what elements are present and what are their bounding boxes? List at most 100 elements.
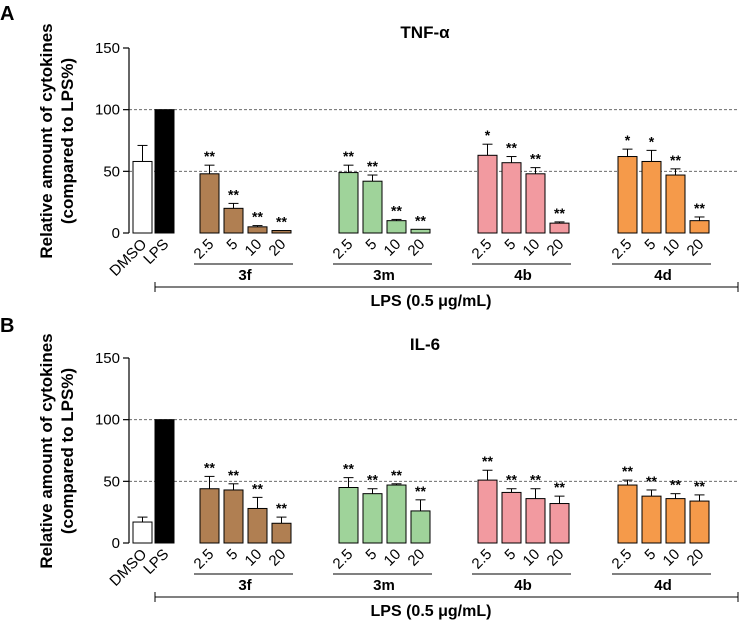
- bar-4b-10: [525, 498, 546, 544]
- x-tick-label-dose: 20: [266, 546, 290, 570]
- significance-marker: **: [415, 483, 426, 499]
- bar-3m-2.5: [338, 487, 359, 544]
- x-tick-label-dose: 20: [405, 546, 429, 570]
- significance-marker: **: [367, 472, 378, 488]
- chart-panel-A: A TNF-α Relative amount of cytokines (compa…: [0, 3, 739, 310]
- bar-dmso: [132, 521, 153, 544]
- x-tick-label-dose: 20: [684, 546, 708, 570]
- bar-3f-2.5: [199, 173, 220, 234]
- significance-marker: **: [694, 478, 705, 494]
- significance-marker: **: [482, 453, 493, 469]
- y-axis-label: Relative amount of cytokines (compared to…: [37, 23, 77, 258]
- panel-letter: B: [0, 315, 14, 337]
- significance-marker: **: [694, 200, 705, 216]
- x-tick-label-dose: 5: [362, 546, 380, 564]
- significance-marker: **: [530, 151, 541, 167]
- significance-marker: **: [622, 463, 633, 479]
- bar-3m-10: [386, 220, 407, 234]
- bar-4b-2.5: [477, 479, 498, 544]
- bar-4d-2.5: [617, 484, 638, 544]
- bar-4d-20: [689, 220, 710, 234]
- x-tick-label-dose: 5: [223, 236, 241, 254]
- bar-4d-5: [641, 495, 662, 544]
- bar-3f-20: [271, 522, 292, 544]
- significance-marker: **: [646, 473, 657, 489]
- bar-3m-5: [362, 493, 383, 544]
- y-axis-label-line2: (compared to LPS%): [58, 368, 77, 534]
- bar-4b-5: [501, 162, 522, 234]
- x-tick-label-dose: 5: [362, 236, 380, 254]
- bar-4d-10: [665, 174, 686, 234]
- significance-marker: **: [506, 140, 517, 156]
- x-tick-label-dose: 2.5: [191, 236, 218, 263]
- y-axis-label: Relative amount of cytokines (compared to…: [37, 333, 77, 568]
- bar-lps: [154, 109, 175, 234]
- x-tick-label-dose: 10: [381, 236, 405, 260]
- x-tick-label-dose: 5: [223, 546, 241, 564]
- bar-3f-5: [223, 207, 244, 234]
- bar-4d-5: [641, 160, 662, 234]
- panel-letter: A: [0, 3, 14, 25]
- x-tick-label-dose: 5: [641, 546, 659, 564]
- x-tick-label-dose: 2.5: [469, 546, 496, 573]
- bar-4b-2.5: [477, 154, 498, 234]
- significance-marker: *: [649, 133, 655, 149]
- x-tick-label-dose: 20: [684, 236, 708, 260]
- x-tick-label-dose: 10: [660, 236, 684, 260]
- group-label-3m: 3m: [373, 577, 395, 594]
- y-axis-label-line2: (compared to LPS%): [58, 58, 77, 224]
- x-tick-label-dose: 20: [405, 236, 429, 260]
- significance-marker: **: [670, 477, 681, 493]
- significance-marker: **: [204, 148, 215, 164]
- bar-dmso: [132, 160, 153, 234]
- significance-marker: **: [252, 209, 263, 225]
- bar-3f-5: [223, 489, 244, 544]
- bar-3f-2.5: [199, 488, 220, 544]
- bar-3f-20: [271, 230, 292, 234]
- lps-bracket-label: LPS (0.5 μg/mL): [371, 293, 492, 310]
- x-tick-label-dose: 5: [641, 236, 659, 254]
- x-tick-label-lps: LPS: [140, 236, 172, 268]
- bar-3m-2.5: [338, 172, 359, 234]
- x-tick-label-dose: 2.5: [469, 236, 496, 263]
- chart-title: IL-6: [410, 335, 440, 354]
- group-label-4d: 4d: [654, 267, 672, 284]
- group-label-4d: 4d: [654, 577, 672, 594]
- x-tick-label-dose: 10: [242, 236, 266, 260]
- significance-marker: **: [276, 500, 287, 516]
- group-label-3m: 3m: [373, 267, 395, 284]
- bar-4d-20: [689, 500, 710, 544]
- y-tick-label: 50: [103, 473, 120, 490]
- y-axis-label-line1: Relative amount of cytokines: [37, 333, 56, 568]
- group-label-3f: 3f: [238, 577, 252, 594]
- bar-3m-5: [362, 180, 383, 234]
- x-tick-label-dose: 5: [501, 236, 519, 254]
- x-tick-label-dose: 10: [660, 546, 684, 570]
- significance-marker: **: [204, 459, 215, 475]
- y-tick-label: 150: [95, 40, 120, 57]
- group-label-4b: 4b: [514, 577, 532, 594]
- significance-marker: **: [343, 461, 354, 477]
- x-tick-label-dose: 20: [544, 546, 568, 570]
- x-tick-label-dose: 2.5: [191, 546, 218, 573]
- significance-marker: **: [391, 202, 402, 218]
- significance-marker: **: [554, 205, 565, 221]
- y-tick-label: 0: [112, 225, 120, 242]
- significance-marker: *: [625, 132, 631, 148]
- significance-marker: **: [343, 148, 354, 164]
- x-tick-label-dose: 10: [381, 546, 405, 570]
- significance-marker: **: [252, 480, 263, 496]
- x-tick-label-dose: 10: [242, 546, 266, 570]
- bar-4b-10: [525, 173, 546, 234]
- x-tick-label-dose: 20: [266, 236, 290, 260]
- significance-marker: **: [228, 467, 239, 483]
- y-tick-label: 150: [95, 350, 120, 367]
- chart-panel-B: B IL-6 Relative amount of cytokines (compar…: [0, 315, 739, 620]
- bar-3m-20: [410, 510, 431, 544]
- bar-lps: [154, 419, 175, 544]
- significance-marker: **: [367, 158, 378, 174]
- y-tick-label: 0: [112, 535, 120, 552]
- lps-bracket-label: LPS (0.5 μg/mL): [371, 603, 492, 620]
- significance-marker: **: [670, 152, 681, 168]
